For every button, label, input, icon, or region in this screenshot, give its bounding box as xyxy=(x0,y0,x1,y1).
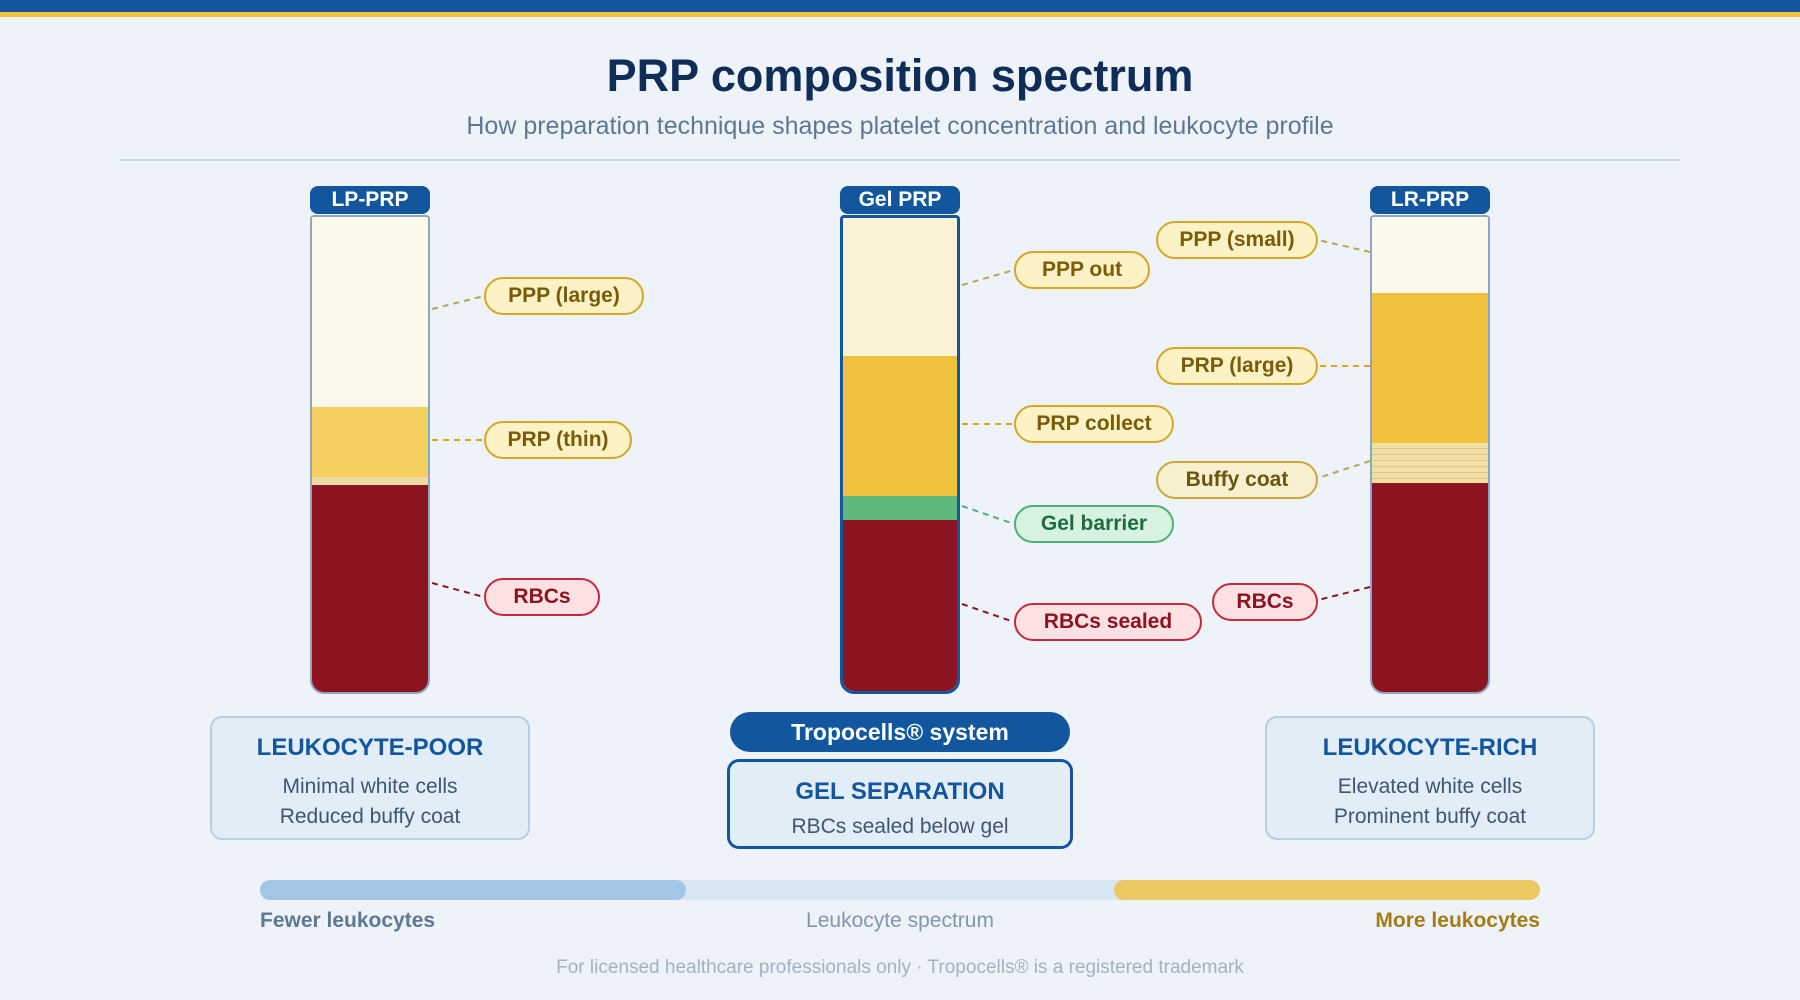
card-leukocyte-poor: LEUKOCYTE-POOR Minimal white cells Reduc… xyxy=(210,716,530,840)
tube-lp-prp xyxy=(310,215,430,694)
top-accent-stripe xyxy=(0,12,1800,17)
label-gel-ppp: PPP out xyxy=(1014,251,1150,289)
tube-gel-prp xyxy=(840,215,960,694)
card-title: GEL SEPARATION xyxy=(795,778,1005,805)
card-title: LEUKOCYTE-POOR xyxy=(256,734,484,761)
layer-ppp xyxy=(312,217,428,407)
layer-rbc xyxy=(843,520,957,691)
spectrum-right-label: More leukocytes xyxy=(1375,909,1540,932)
card-title: LEUKOCYTE-RICH xyxy=(1322,734,1538,761)
card-line: RBCs sealed below gel xyxy=(791,815,1009,838)
card-line: Reduced buffy coat xyxy=(279,805,461,828)
card-leukocyte-rich: LEUKOCYTE-RICH Elevated white cells Prom… xyxy=(1265,716,1595,840)
leader-gel-ppp xyxy=(961,269,1015,286)
header-divider xyxy=(120,159,1680,161)
tube-badge-lp: LP-PRP xyxy=(310,186,430,214)
leader-lr-rbc xyxy=(1317,586,1371,601)
leader-lp-rbc xyxy=(431,582,485,598)
layer-prp xyxy=(843,356,957,496)
label-lr-buffy: Buffy coat xyxy=(1156,461,1318,499)
card-line: Minimal white cells xyxy=(282,775,458,798)
leader-lr-ppp xyxy=(1317,239,1371,253)
tube-badge-gel: Gel PRP xyxy=(840,186,960,214)
layer-ppp xyxy=(1372,217,1488,293)
card-gel-separation: GEL SEPARATION RBCs sealed below gel xyxy=(727,759,1073,849)
tube-lr-prp xyxy=(1370,215,1490,694)
tube-badge-lr: LR-PRP xyxy=(1370,186,1490,214)
layer-ppp xyxy=(843,218,957,356)
top-accent-bar xyxy=(0,0,1800,12)
label-lr-ppp: PPP (small) xyxy=(1156,221,1318,259)
label-lp-prp: PRP (thin) xyxy=(484,421,632,459)
label-lr-prp: PRP (large) xyxy=(1156,347,1318,385)
layer-buffy xyxy=(1372,443,1488,483)
tropocells-system-badge: Tropocells® system xyxy=(730,712,1070,752)
label-lp-ppp: PPP (large) xyxy=(484,277,644,315)
leader-lp-ppp xyxy=(431,295,485,310)
label-gel-rbc: RBCs sealed xyxy=(1014,603,1202,641)
layer-rbc xyxy=(1372,483,1488,692)
label-gel-prp: PRP collect xyxy=(1014,405,1174,443)
spectrum-more-segment xyxy=(1114,880,1540,900)
layer-prp xyxy=(312,407,428,477)
label-lr-rbc: RBCs xyxy=(1212,583,1318,621)
spectrum-fewer-segment xyxy=(260,880,686,900)
card-line: Prominent buffy coat xyxy=(1333,805,1527,828)
layer-prp xyxy=(1372,293,1488,443)
label-gel-barrier: Gel barrier xyxy=(1014,505,1174,543)
leader-gel-gel xyxy=(961,505,1015,525)
spectrum-middle-label: Leukocyte spectrum xyxy=(806,909,994,932)
leader-lr-buffy xyxy=(1317,460,1371,479)
card-line: Elevated white cells xyxy=(1337,775,1523,798)
label-lp-rbc: RBCs xyxy=(484,578,600,616)
layer-rbc xyxy=(312,485,428,692)
layer-gel xyxy=(843,496,957,520)
layer-buffy xyxy=(312,477,428,485)
leader-gel-rbc xyxy=(961,603,1015,623)
footer-disclaimer: For licensed healthcare professionals on… xyxy=(556,957,1244,978)
page-title: PRP composition spectrum xyxy=(606,50,1194,101)
spectrum-left-label: Fewer leukocytes xyxy=(260,909,436,932)
page-subtitle: How preparation technique shapes platele… xyxy=(466,112,1334,140)
